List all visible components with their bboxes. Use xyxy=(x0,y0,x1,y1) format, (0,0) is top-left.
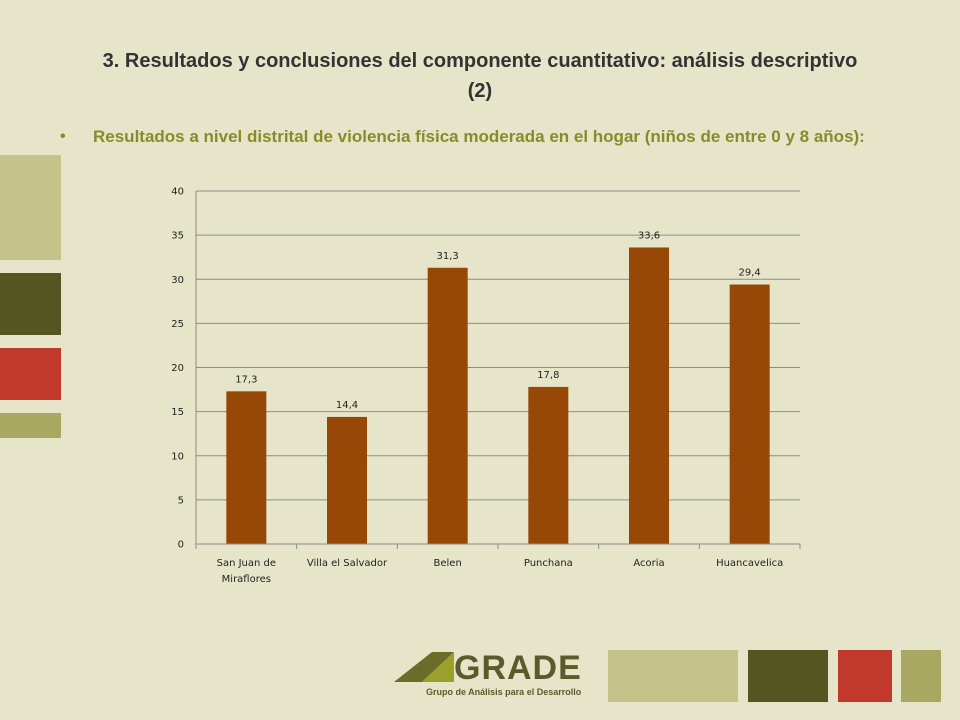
bar xyxy=(528,386,569,544)
data-label: 29,4 xyxy=(739,268,761,279)
data-label: 14,4 xyxy=(336,400,358,411)
y-tick-label: 35 xyxy=(171,231,184,242)
bullet-dot: • xyxy=(60,128,66,145)
bar xyxy=(729,284,770,544)
data-label: 17,3 xyxy=(235,374,257,385)
chart-category-labels: San Juan de Miraflores Villa el Salvador Be… xyxy=(217,558,784,585)
grade-logo: GRADE Grupo de Análisis para el Desarrol… xyxy=(392,648,602,704)
slide-title: 3. Resultados y conclusiones del compone… xyxy=(102,50,858,102)
left-deco-block-dark xyxy=(0,273,61,335)
category-label: Acoria xyxy=(633,558,664,569)
y-tick-label: 25 xyxy=(171,319,184,330)
y-tick-label: 40 xyxy=(171,187,184,198)
y-tick-label: 15 xyxy=(171,407,184,418)
left-deco-block-red xyxy=(0,348,61,400)
y-tick-label: 20 xyxy=(171,363,184,374)
left-deco-block-mid xyxy=(0,413,61,438)
data-label: 17,8 xyxy=(537,370,559,381)
y-tick-label: 10 xyxy=(171,451,184,462)
category-label: Belen xyxy=(434,558,462,569)
bar xyxy=(629,247,669,544)
bottom-deco-block-red xyxy=(838,650,892,702)
category-label: San Juan de xyxy=(217,558,276,569)
logo-tagline: Grupo de Análisis para el Desarrollo xyxy=(426,687,582,697)
category-label: Huancavelica xyxy=(716,558,783,569)
bottom-deco-block-mid xyxy=(901,650,941,702)
category-label: Punchana xyxy=(524,558,573,569)
bottom-deco-block-dark xyxy=(748,650,828,702)
bullet-text: Resultados a nivel distrital de violenci… xyxy=(93,127,865,146)
category-label: Villa el Salvador xyxy=(307,558,388,569)
chart-data-labels: 17,3 14,4 31,3 17,8 33,6 29,4 xyxy=(235,230,761,410)
left-deco-block-light xyxy=(0,155,61,260)
bottom-deco-block-light xyxy=(608,650,738,702)
data-label: 33,6 xyxy=(638,230,660,241)
chart-gridlines xyxy=(196,190,800,545)
bar xyxy=(327,416,367,544)
y-tick-label: 5 xyxy=(178,495,184,506)
grade-logo-mark-icon xyxy=(394,652,454,682)
y-tick-label: 0 xyxy=(178,540,184,551)
category-label: Miraflores xyxy=(222,574,271,585)
bar xyxy=(226,391,267,544)
chart-axes xyxy=(195,191,801,549)
data-label: 31,3 xyxy=(437,251,459,262)
y-tick-label: 30 xyxy=(171,275,184,286)
bar xyxy=(427,267,468,544)
chart-bars xyxy=(226,247,770,544)
bar-chart: 17,3 14,4 31,3 17,8 33,6 29,4 0 5 10 15 20 25 30 35 4… xyxy=(171,187,801,585)
chart-y-tick-labels: 0 5 10 15 20 25 30 35 40 xyxy=(171,187,184,551)
logo-word: GRADE xyxy=(454,649,582,687)
